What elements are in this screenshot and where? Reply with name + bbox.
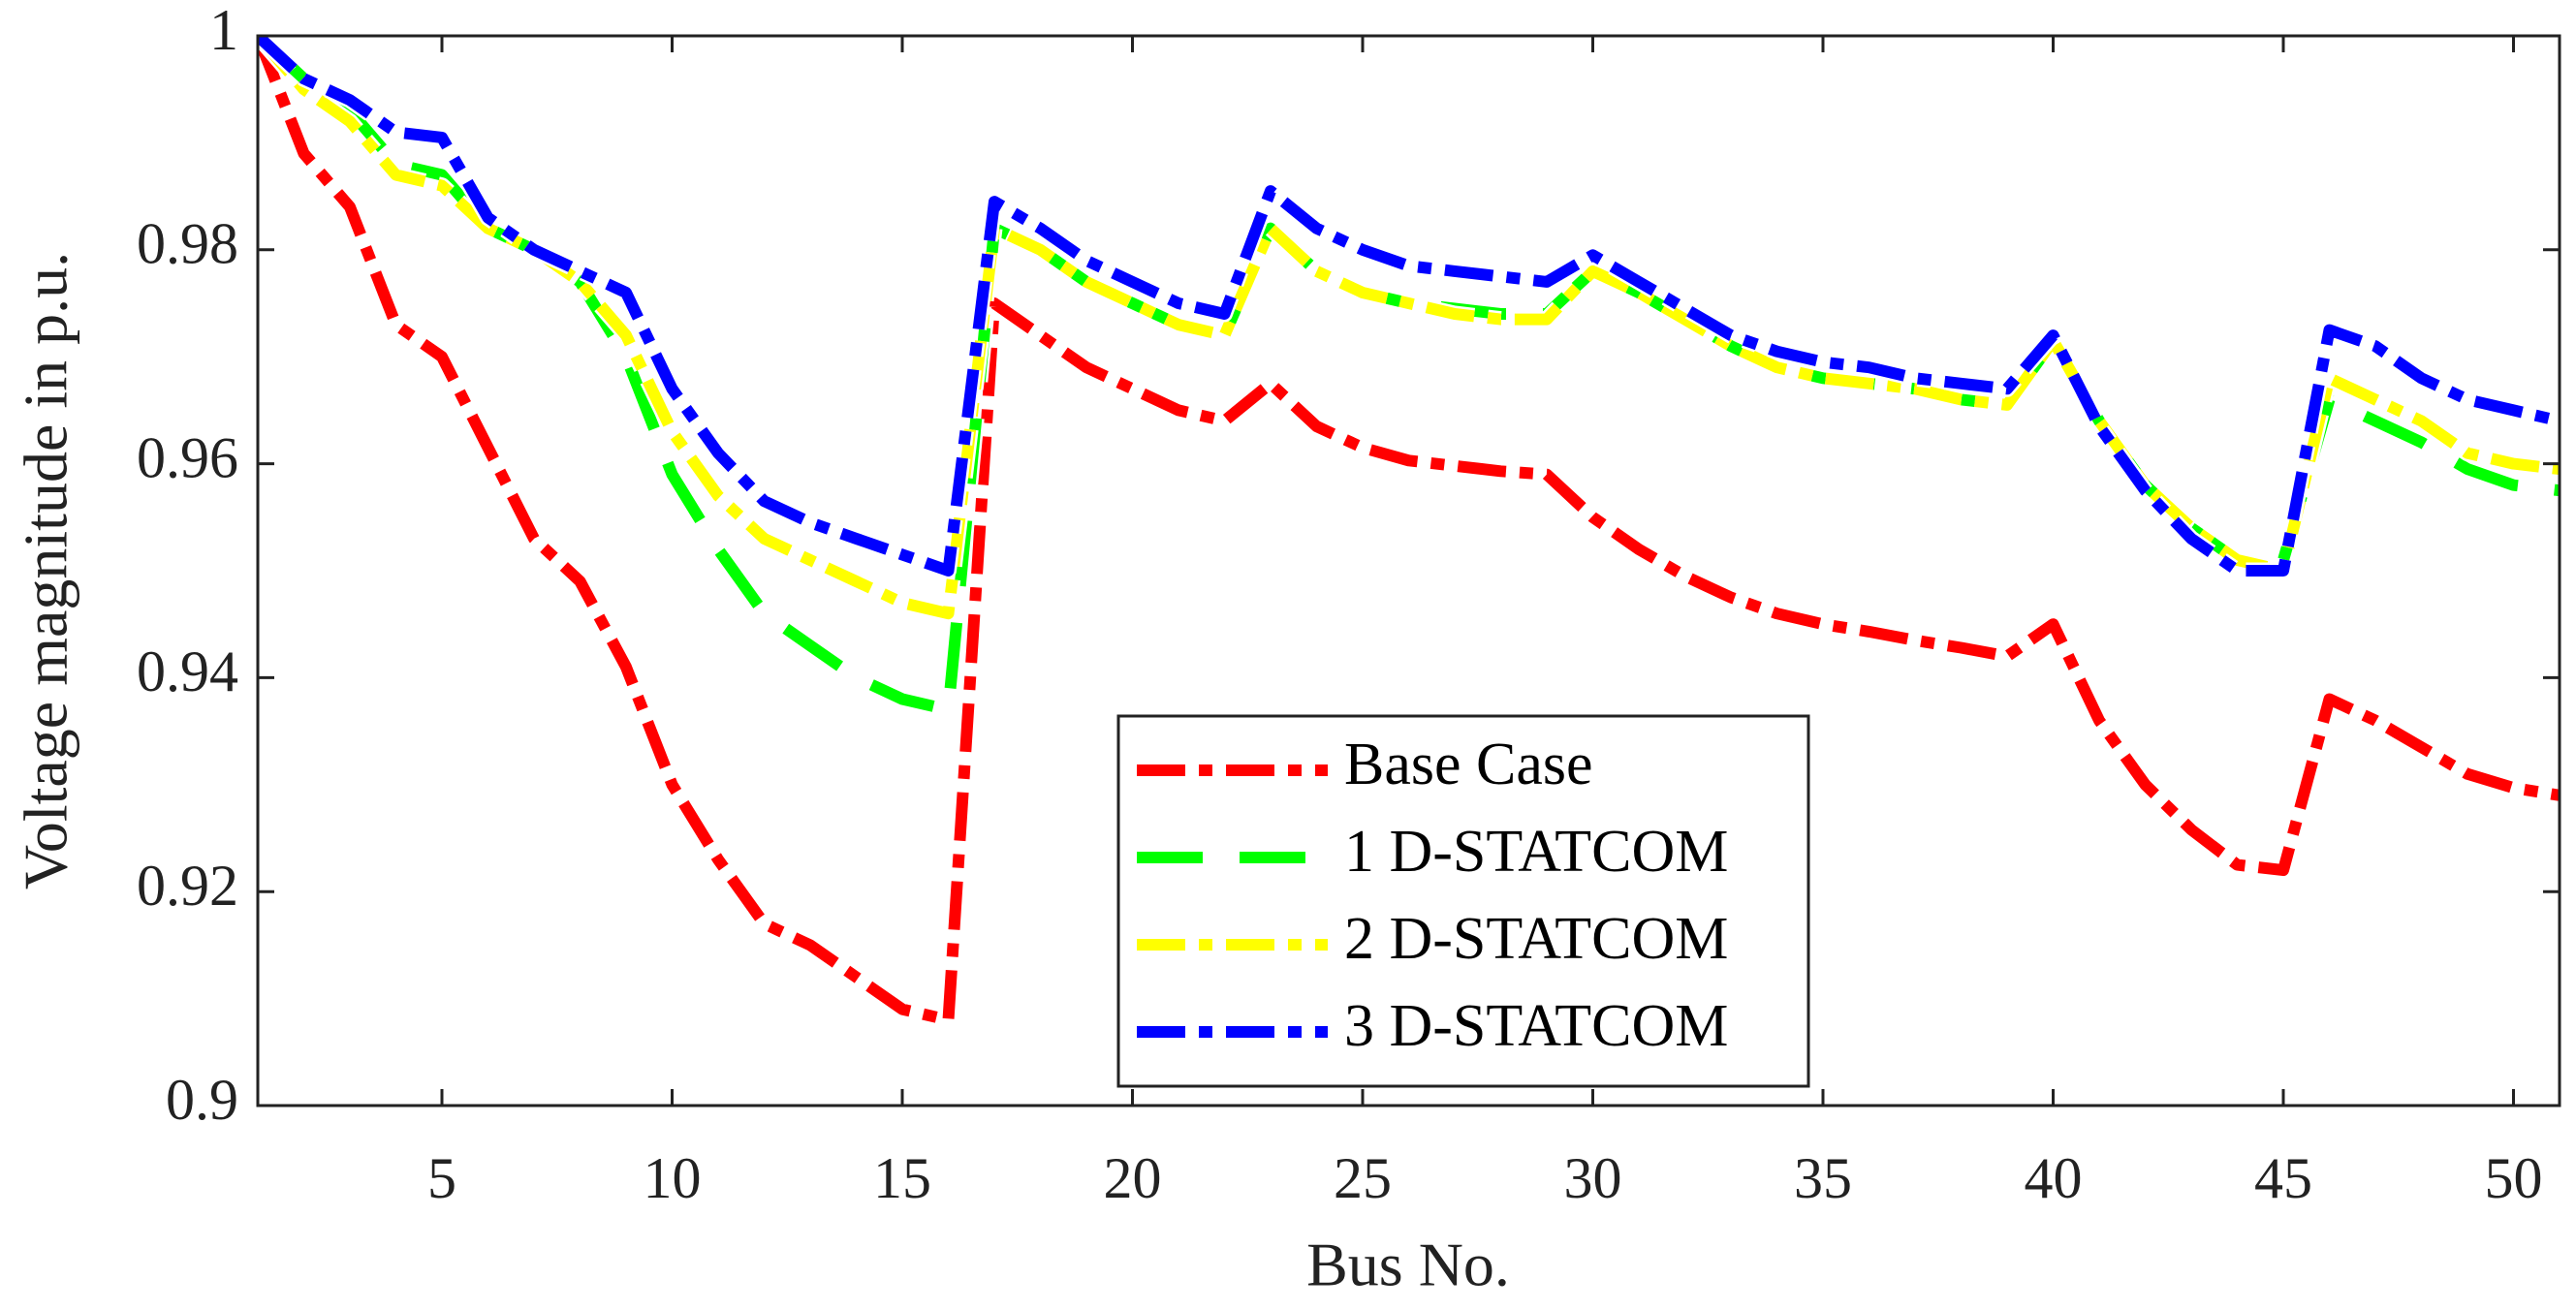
x-tick-label: 5 (427, 1146, 456, 1210)
y-axis-label: Voltage magnitude in p.u. (12, 252, 80, 889)
x-axis-tick-labels: 5 10 15 20 25 30 35 40 45 50 (427, 1146, 2543, 1210)
series-layer (258, 36, 2560, 1029)
legend-item-3-d-statcom: 3 D-STATCOM (1137, 993, 1728, 1059)
y-tick-label: 0.94 (137, 639, 238, 703)
y-tick-label: 1 (209, 0, 238, 62)
x-tick-label: 35 (1794, 1146, 1852, 1210)
x-tick-label: 25 (1334, 1146, 1392, 1210)
x-tick-label: 45 (2254, 1146, 2312, 1210)
y-tick-label: 0.98 (137, 212, 238, 276)
legend-label-base-case: Base Case (1344, 732, 1593, 797)
x-axis-label: Bus No. (1306, 1231, 1510, 1299)
legend: Base Case 1 D-STATCOM 2 D-STATCOM 3 D-STATC… (1116, 714, 1810, 1088)
series-line-3-d-statcom (258, 36, 2560, 577)
legend-label-1-d-statcom: 1 D-STATCOM (1344, 819, 1728, 885)
y-tick-label: 0.96 (137, 425, 238, 489)
y-tick-label: 0.9 (166, 1068, 238, 1132)
series-line-1-d-statcom (258, 36, 2560, 716)
series-line-base-case (258, 36, 2560, 1026)
legend-item-2-d-statcom: 2 D-STATCOM (1137, 906, 1728, 972)
legend-item-1-d-statcom: 1 D-STATCOM (1137, 819, 1728, 885)
x-tick-label: 40 (2025, 1146, 2083, 1210)
x-tick-label: 15 (873, 1146, 931, 1210)
legend-item-base-case: Base Case (1137, 732, 1593, 797)
y-axis-tick-labels: 0.9 0.92 0.94 0.96 0.98 1 (137, 0, 238, 1132)
x-tick-label: 20 (1104, 1146, 1162, 1210)
series-line-2-d-statcom (258, 36, 2560, 620)
legend-label-3-d-statcom: 3 D-STATCOM (1344, 993, 1728, 1059)
y-tick-label: 0.92 (137, 854, 238, 918)
plot-frame (256, 34, 2561, 1107)
tick-layer (258, 34, 2560, 1107)
legend-box (1116, 714, 1810, 1088)
x-tick-label: 30 (1564, 1146, 1622, 1210)
x-tick-label: 50 (2485, 1146, 2543, 1210)
x-tick-label: 10 (644, 1146, 702, 1210)
legend-label-2-d-statcom: 2 D-STATCOM (1344, 906, 1728, 972)
